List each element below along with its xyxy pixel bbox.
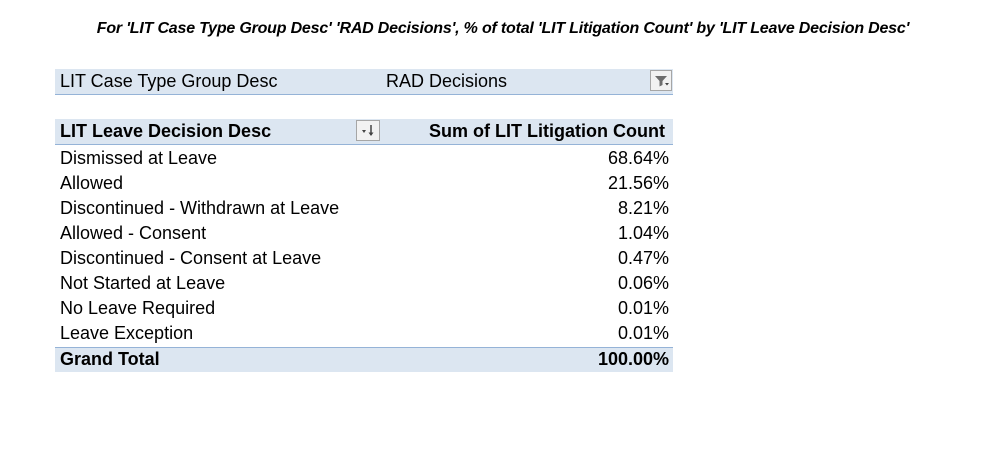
row-value: 8.21%	[617, 198, 669, 218]
row-label: Discontinued - Consent at Leave	[60, 248, 322, 268]
row-value: 68.64%	[607, 148, 669, 168]
filter-dropdown-button[interactable]	[650, 70, 672, 91]
value-field-header[interactable]: Sum of LIT Litigation Count	[429, 121, 665, 141]
filter-field-label: LIT Case Type Group Desc	[60, 71, 278, 91]
table-row[interactable]: Discontinued - Consent at Leave 0.47%	[55, 247, 673, 272]
row-label: No Leave Required	[60, 298, 216, 318]
pivot-table: LIT Leave Decision Desc Sum of LIT Litig…	[55, 119, 673, 372]
pivot-header-row: LIT Leave Decision Desc Sum of LIT Litig…	[55, 119, 673, 145]
table-row[interactable]: Dismissed at Leave 68.64%	[55, 147, 673, 172]
row-label: Not Started at Leave	[60, 273, 226, 293]
pivot-rows: Dismissed at Leave 68.64% Allowed 21.56%…	[55, 145, 673, 347]
table-row[interactable]: Discontinued - Withdrawn at Leave 8.21%	[55, 197, 673, 222]
row-label: Discontinued - Withdrawn at Leave	[60, 198, 340, 218]
table-row[interactable]: Allowed - Consent 1.04%	[55, 222, 673, 247]
row-value: 0.06%	[617, 273, 669, 293]
table-row[interactable]: Allowed 21.56%	[55, 172, 673, 197]
grand-total-row[interactable]: Grand Total 100.00%	[55, 347, 673, 372]
filter-value: RAD Decisions	[386, 71, 508, 91]
row-label: Allowed	[60, 173, 124, 193]
row-field-header[interactable]: LIT Leave Decision Desc	[60, 121, 272, 141]
grand-total-value: 100.00%	[597, 349, 669, 369]
row-value: 0.01%	[617, 298, 669, 318]
filter-dropdown-icon	[655, 76, 669, 87]
sort-descending-icon	[362, 125, 374, 136]
report-title: For 'LIT Case Type Group Desc' 'RAD Deci…	[96, 20, 910, 37]
table-row[interactable]: Leave Exception 0.01%	[55, 322, 673, 347]
row-label: Leave Exception	[60, 323, 194, 343]
row-label: Allowed - Consent	[60, 223, 207, 243]
row-value: 1.04%	[617, 223, 669, 243]
row-value: 21.56%	[607, 173, 669, 193]
row-value: 0.47%	[617, 248, 669, 268]
table-row[interactable]: Not Started at Leave 0.06%	[55, 272, 673, 297]
row-value: 0.01%	[617, 323, 669, 343]
report-filter-row: LIT Case Type Group Desc RAD Decisions	[55, 69, 673, 95]
table-row[interactable]: No Leave Required 0.01%	[55, 297, 673, 322]
row-label: Dismissed at Leave	[60, 148, 218, 168]
grand-total-label: Grand Total	[60, 349, 160, 369]
sort-dropdown-button[interactable]	[356, 120, 380, 141]
